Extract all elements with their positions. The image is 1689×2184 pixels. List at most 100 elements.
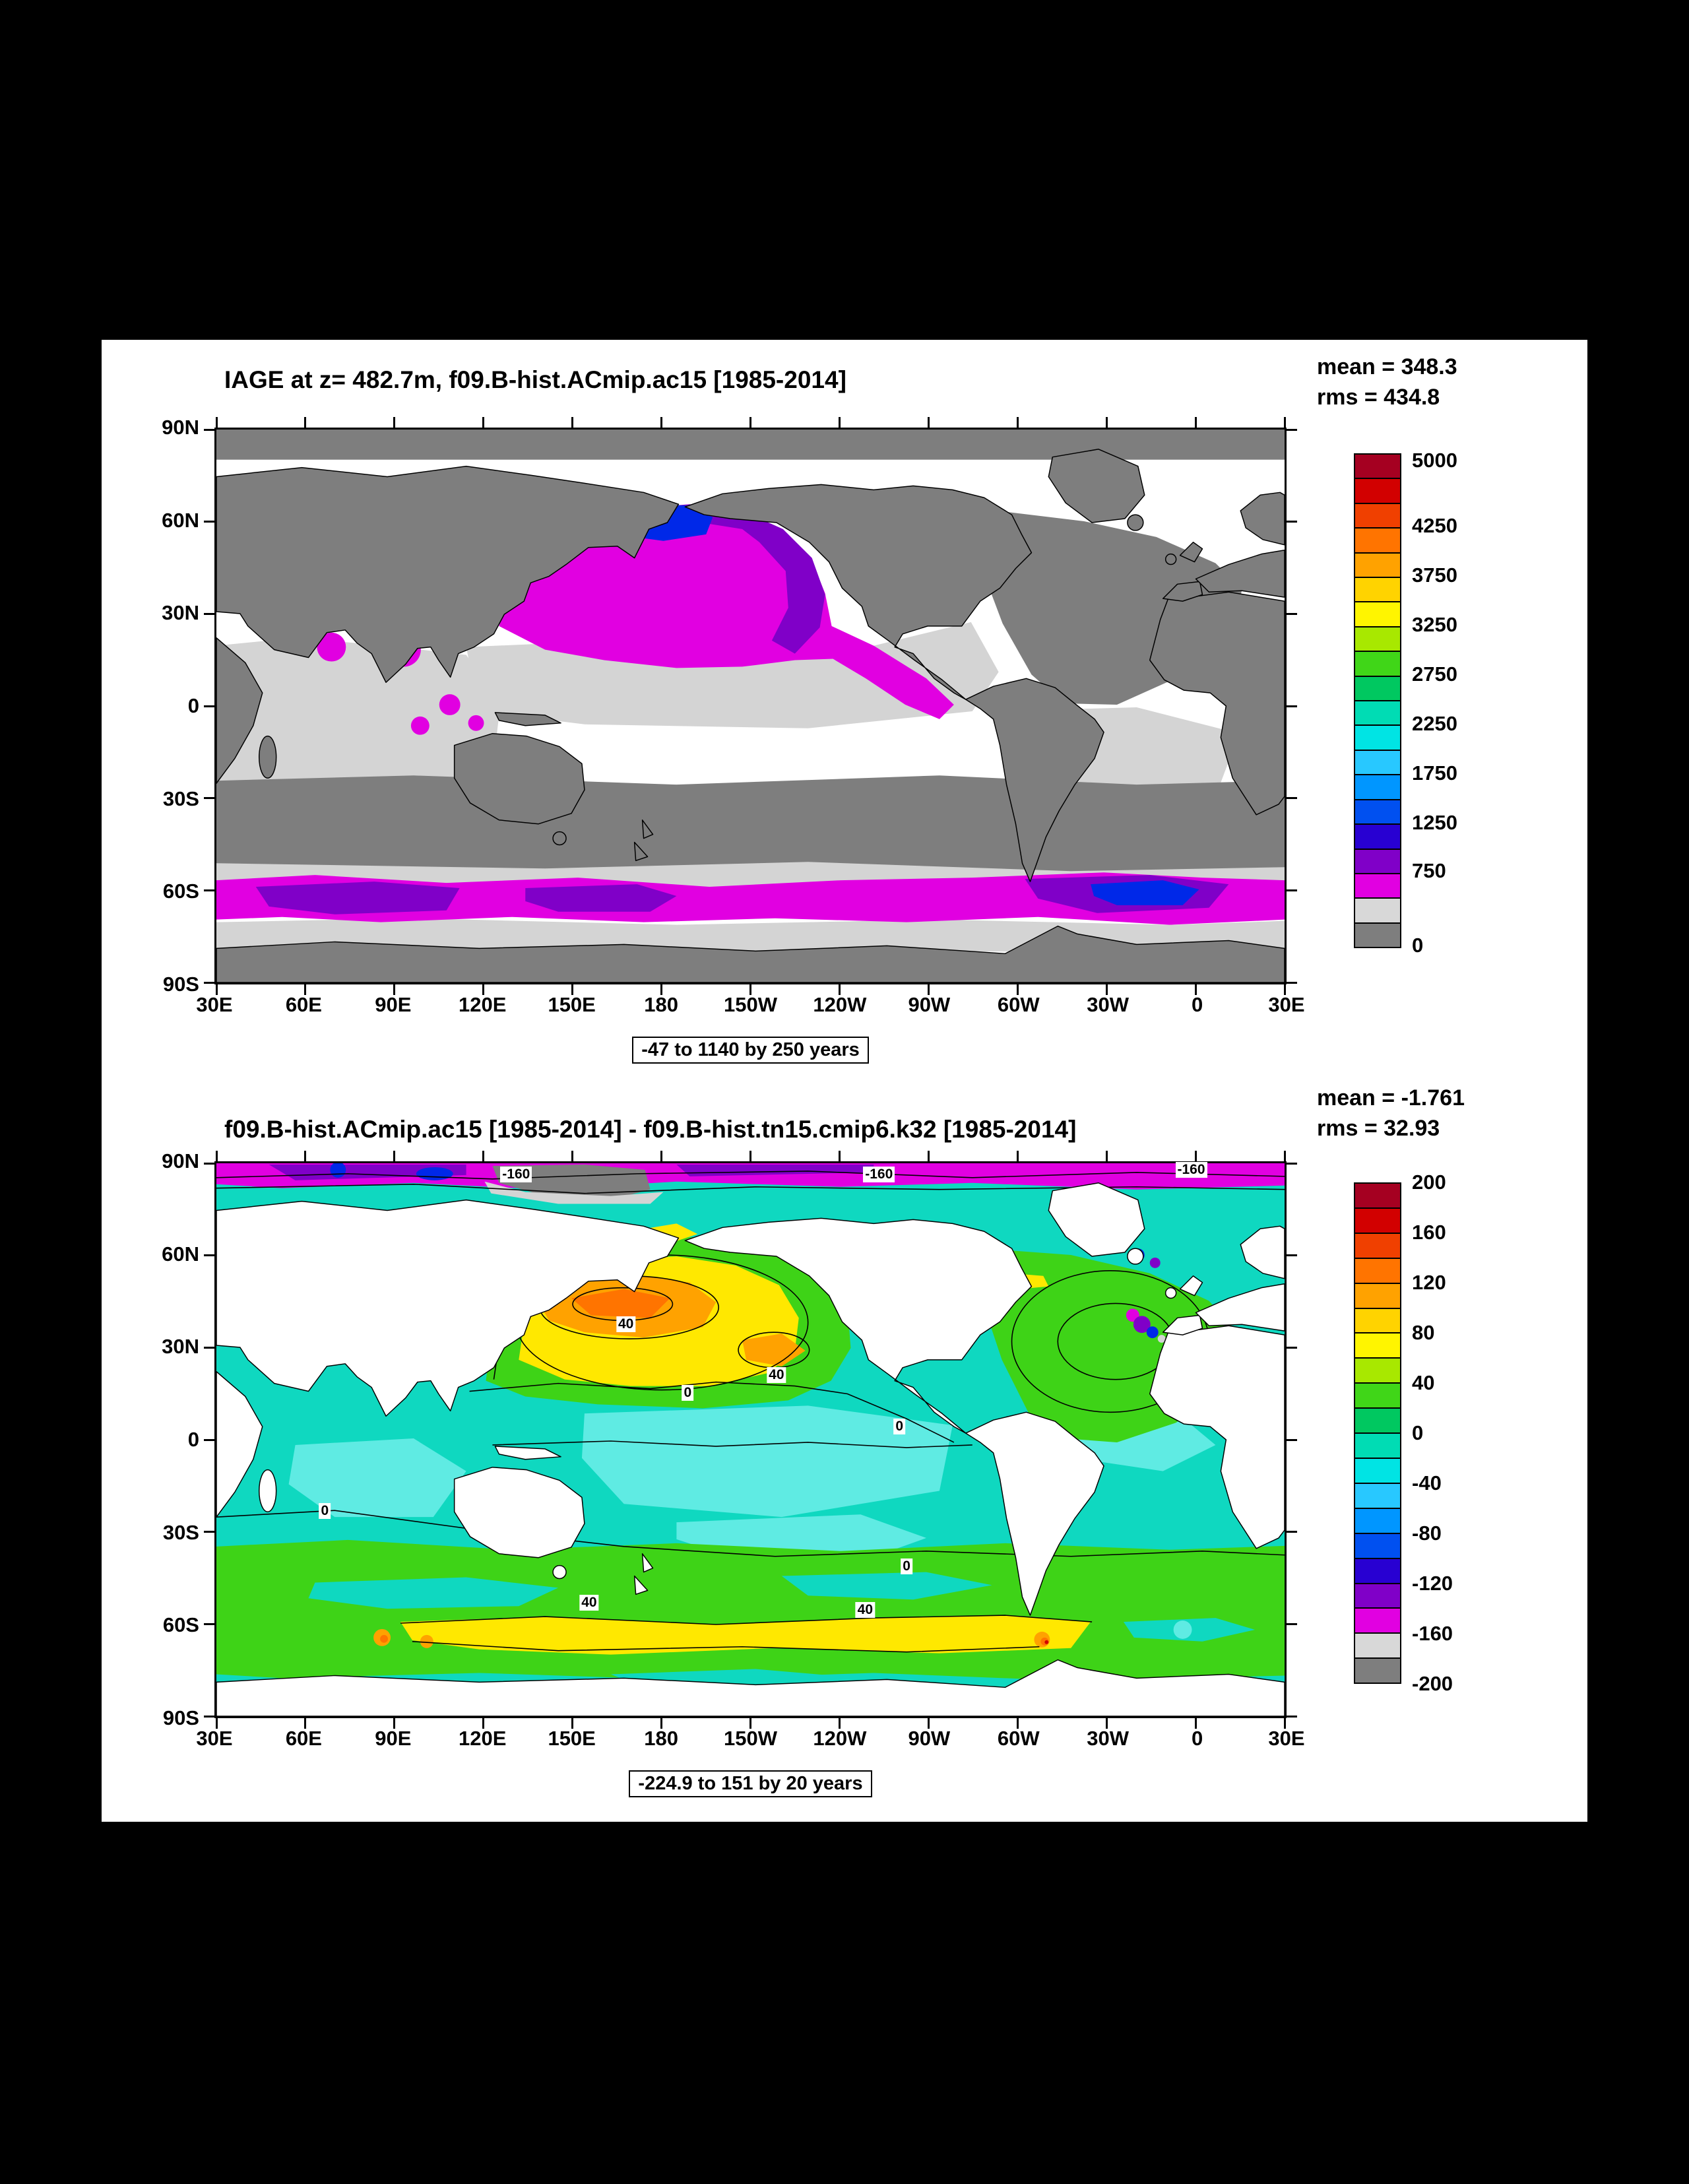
axis-tick <box>204 889 214 891</box>
colorbar-segment <box>1355 848 1400 873</box>
axis-tick <box>1105 1151 1108 1161</box>
axis-tick <box>393 417 396 428</box>
lat-tick-label: 60S <box>162 1613 199 1637</box>
contour-line-label: 0 <box>682 1384 694 1401</box>
colorbar <box>1354 453 1401 948</box>
axis-tick <box>749 1151 751 1161</box>
contour-line-label: 0 <box>893 1419 905 1435</box>
lat-tick-label: 60S <box>162 880 199 903</box>
contour-line-label: -160 <box>863 1166 895 1182</box>
axis-tick <box>838 1718 841 1729</box>
lon-tick-label: 90E <box>375 993 412 1016</box>
axis-tick <box>204 1254 214 1257</box>
lon-tick-label: 180 <box>644 1727 678 1750</box>
axis-tick <box>304 1718 307 1729</box>
axis-tick <box>749 417 751 428</box>
colorbar-tick-label: -80 <box>1412 1522 1442 1545</box>
top-rms-value: rms = 434.8 <box>1317 385 1440 410</box>
colorbar-segment <box>1355 1382 1400 1408</box>
axis-tick <box>1105 417 1108 428</box>
colorbar-tick-label: 0 <box>1412 1421 1424 1444</box>
colorbar-tick-label: 5000 <box>1412 448 1457 472</box>
axis-tick <box>1283 417 1286 428</box>
colorbar-labels: 5000 4250 3750 3250 2750 2250 1750 1250 750 0 <box>1412 449 1517 957</box>
colorbar-segment <box>1355 1582 1400 1608</box>
colorbar-segment <box>1355 749 1400 775</box>
lat-tick-label: 0 <box>187 1428 199 1451</box>
figure-canvas: IAGE at z= 482.7m, f09.B-hist.ACmip.ac15… <box>102 340 1587 1822</box>
axis-tick <box>927 984 930 995</box>
colorbar-segment <box>1355 872 1400 898</box>
colorbar-segment <box>1355 1457 1400 1483</box>
axis-tick <box>1287 1438 1297 1441</box>
lon-tick-label: 30W <box>1087 1727 1130 1750</box>
colorbar-segment <box>1355 1482 1400 1508</box>
colorbar-tick-label: 80 <box>1412 1321 1435 1344</box>
colorbar-tick-label: -120 <box>1412 1572 1453 1595</box>
axis-tick <box>204 1622 214 1625</box>
colorbar-segment <box>1355 1407 1400 1433</box>
axis-tick <box>482 1718 485 1729</box>
axis-tick <box>1194 417 1197 428</box>
colorbar-segment <box>1355 1532 1400 1558</box>
axis-tick <box>393 984 396 995</box>
axis-tick <box>1287 981 1297 984</box>
lat-tick-label: 90N <box>162 416 199 439</box>
axis-tick <box>204 1531 214 1533</box>
axis-tick <box>660 1151 663 1161</box>
colorbar-segment <box>1355 651 1400 676</box>
lat-tick-label: 30N <box>162 601 199 625</box>
lon-tick-label: 0 <box>1191 993 1203 1016</box>
colorbar-tick-label: -200 <box>1412 1672 1453 1695</box>
axis-tick <box>204 1438 214 1441</box>
axis-tick <box>304 417 307 428</box>
colorbar-tick-label: 1250 <box>1412 811 1457 835</box>
lon-tick-label: 0 <box>1191 1727 1203 1750</box>
axis-tick <box>215 1718 218 1729</box>
axis-tick <box>838 417 841 428</box>
contour-line-label: 40 <box>767 1366 786 1383</box>
lat-axis: 90N 60N 30N 0 30S 60S 90S <box>120 1149 199 1729</box>
contour-line-label: 0 <box>901 1558 912 1574</box>
axis-tick <box>204 1346 214 1349</box>
colorbar-segment <box>1355 823 1400 849</box>
colorbar-segment <box>1355 1257 1400 1283</box>
axis-tick <box>1287 1346 1297 1349</box>
axis-tick <box>927 417 930 428</box>
colorbar-segment <box>1355 527 1400 552</box>
axis-tick <box>1194 984 1197 995</box>
axis-tick <box>482 1151 485 1161</box>
axis-tick <box>1287 705 1297 707</box>
axis-tick <box>1287 1715 1297 1718</box>
colorbar-segment <box>1355 601 1400 626</box>
axis-tick <box>304 984 307 995</box>
world-map-difference <box>216 1163 1285 1716</box>
colorbar-labels: 200 160 120 80 40 0 -40 -80 -120 -160 -200 <box>1412 1171 1517 1695</box>
axis-tick <box>482 417 485 428</box>
lon-tick-label: 150W <box>724 1727 777 1750</box>
colorbar-segment <box>1355 897 1400 922</box>
colorbar-segment <box>1355 1632 1400 1658</box>
lon-tick-label: 30E <box>196 1727 233 1750</box>
lat-tick-label: 90S <box>162 973 199 996</box>
colorbar-segment <box>1355 922 1400 947</box>
bottom-rms-value: rms = 32.93 <box>1317 1116 1440 1141</box>
lon-tick-label: 180 <box>644 993 678 1016</box>
contour-line-label: 40 <box>579 1595 599 1611</box>
top-panel-stats: mean = 348.3 rms = 434.8 <box>1317 352 1457 412</box>
colorbar-segment <box>1355 478 1400 503</box>
lon-tick-label: 120W <box>813 1727 867 1750</box>
lon-tick-label: 30E <box>1268 993 1305 1016</box>
lat-axis: 90N 60N 30N 0 30S 60S 90S <box>120 416 199 996</box>
axis-tick <box>927 1151 930 1161</box>
axis-tick <box>1105 1718 1108 1729</box>
top-mean-value: mean = 348.3 <box>1317 354 1457 379</box>
lon-tick-label: 60W <box>997 1727 1040 1750</box>
colorbar-segment <box>1355 1207 1400 1233</box>
axis-tick <box>1287 428 1297 431</box>
colorbar-segment <box>1355 700 1400 725</box>
lat-tick-label: 0 <box>187 694 199 717</box>
colorbar-tick-label: 40 <box>1412 1371 1435 1394</box>
axis-tick <box>1194 1718 1197 1729</box>
colorbar-segment <box>1355 455 1400 478</box>
